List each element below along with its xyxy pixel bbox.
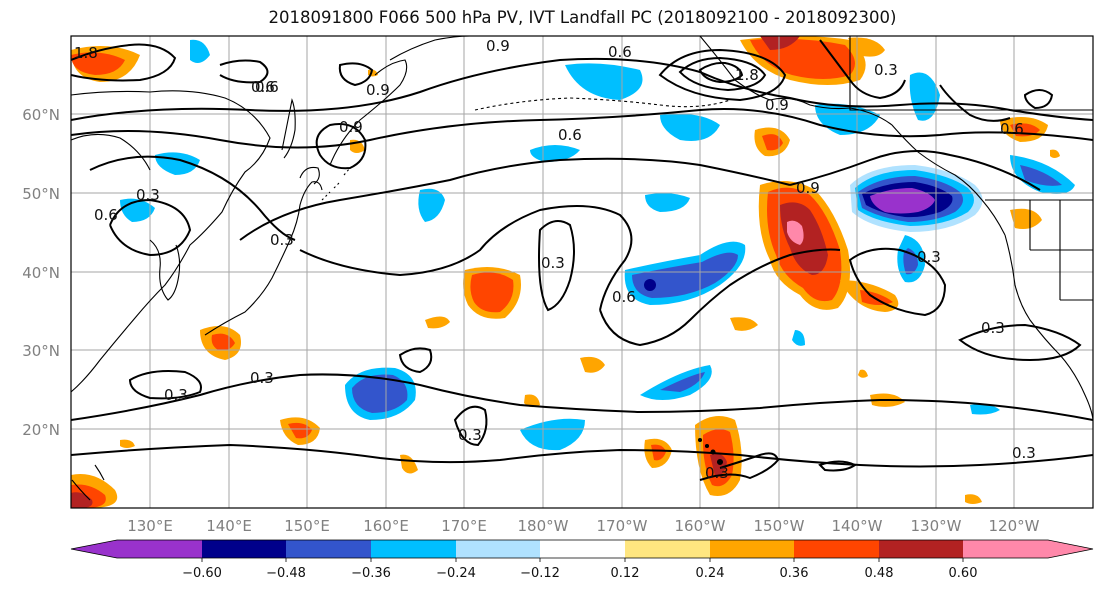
colorbar-tick: −0.12 [520, 566, 560, 581]
colorbar-tick: 0.36 [780, 566, 809, 581]
colorbar-bin [286, 540, 371, 558]
pv-contours [71, 39, 1093, 481]
lat-label: 40°N [22, 264, 60, 282]
colorbar-bin [625, 540, 710, 558]
lon-label: 160°W [675, 517, 726, 535]
colorbar-tick: 0.48 [865, 566, 894, 581]
colorbar-bin [117, 540, 202, 558]
contour-label: 0.3 [705, 464, 729, 482]
lon-label: 130°W [911, 517, 962, 535]
colorbar-bin [456, 540, 540, 558]
lon-label: 120°W [989, 517, 1040, 535]
map-frame [70, 35, 1094, 509]
contour-label: 0.3 [1012, 444, 1036, 462]
contour-label: 0.3 [981, 319, 1005, 337]
colorbar-tick: 0.24 [696, 566, 725, 581]
contour-label: 0.3 [458, 426, 482, 444]
contour-label: 0.3 [164, 386, 188, 404]
colorbar-bin [963, 540, 1048, 558]
contour-label: 0.9 [486, 37, 510, 55]
contour-label: 0.3 [136, 186, 160, 204]
lon-label: 160°E [363, 517, 409, 535]
contour-label: 0.6 [558, 126, 582, 144]
colorbar-extend-max [1048, 540, 1093, 558]
colorbar-extend-min [71, 540, 117, 558]
colorbar-tick: −0.48 [266, 566, 306, 581]
contour-label: 0.3 [270, 231, 294, 249]
contour-label: 0.6 [608, 43, 632, 61]
lon-label: 140°W [832, 517, 883, 535]
contour-label: 1.8 [735, 66, 759, 84]
contour-label: 0.6 [1000, 120, 1024, 138]
lat-label: 30°N [22, 342, 60, 360]
contour-label: 0.9 [796, 179, 820, 197]
contour-label: 0.9 [339, 118, 363, 136]
contour-label: 0.3 [874, 61, 898, 79]
lat-label: 20°N [22, 421, 60, 439]
contour-label: 0.6 [255, 78, 279, 96]
lon-label: 150°E [284, 517, 330, 535]
contour-label: 0.9 [366, 81, 390, 99]
contour-label: 0.3 [250, 369, 274, 387]
contour-label: 1.8 [74, 44, 98, 62]
colorbar-tick: −0.24 [436, 566, 476, 581]
contour-label: 0.6 [251, 78, 275, 96]
colorbar-bin [794, 540, 879, 558]
map-title: 2018091800 F066 500 hPa PV, IVT Landfall… [268, 8, 897, 27]
longitude-labels: 130°E 140°E 150°E 160°E 170°E 180°W 170°… [127, 517, 1039, 535]
contour-label: 0.3 [917, 248, 941, 266]
colorbar-tick: 0.12 [611, 566, 640, 581]
colorbar-bin [879, 540, 963, 558]
colorbar-bin [710, 540, 794, 558]
gridlines [71, 36, 1093, 508]
lon-label: 170°E [441, 517, 487, 535]
colorbar-outline [70, 539, 1094, 559]
pv-contour-labels: 0.9 0.6 0.9 0.3 0.6 0.9 0.9 1.8 0.6 0.6 … [74, 37, 1036, 482]
colorbar-bin [202, 540, 286, 558]
lon-label: 170°W [597, 517, 648, 535]
ivt-shading [71, 36, 1075, 508]
contour-label: 0.3 [541, 254, 565, 272]
lon-label: 130°E [127, 517, 173, 535]
contour-label: 0.6 [612, 288, 636, 306]
lon-label: 180°W [518, 517, 569, 535]
colorbar-bin [371, 540, 456, 558]
colorbar-tick: −0.60 [182, 566, 222, 581]
lat-label: 50°N [22, 185, 60, 203]
contour-label: 0.9 [765, 96, 789, 114]
contour-label: 0.6 [94, 206, 118, 224]
colorbar: −0.60 −0.48 −0.36 −0.24 −0.12 0.12 0.24 … [70, 539, 1094, 581]
colorbar-tick: 0.60 [949, 566, 978, 581]
colorbar-bin [540, 540, 625, 558]
lon-label: 140°E [206, 517, 252, 535]
lat-label: 60°N [22, 106, 60, 124]
lon-label: 150°W [754, 517, 805, 535]
latitude-labels: 60°N 50°N 40°N 30°N 20°N [22, 106, 60, 439]
colorbar-tick: −0.36 [351, 566, 391, 581]
